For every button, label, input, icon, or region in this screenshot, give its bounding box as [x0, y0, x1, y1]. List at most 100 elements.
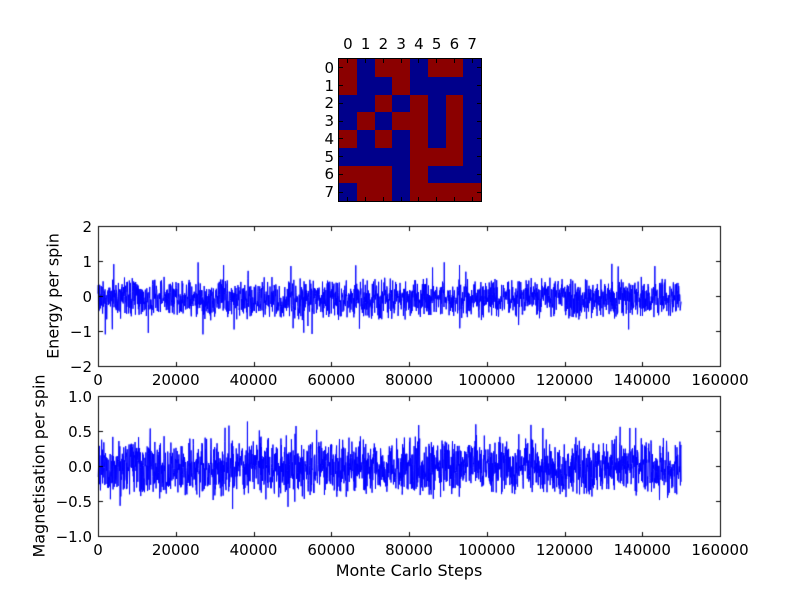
x-tick-label: 140000 — [613, 371, 671, 389]
heatmap-cell-3-0 — [339, 112, 357, 130]
heatmap-cell-2-6 — [445, 94, 464, 113]
heatmap-cell-3-6 — [445, 112, 464, 130]
heatmap-cell-5-0 — [339, 147, 357, 166]
heatmap-cell-4-6 — [445, 130, 464, 148]
heatmap-tick-mark — [418, 59, 420, 63]
x-tick-label: 0 — [93, 371, 103, 389]
x-tick-label: 120000 — [535, 371, 594, 389]
heatmap-cell-6-1 — [356, 165, 375, 184]
heatmap-col-label: 3 — [396, 35, 406, 53]
heatmap-cell-0-3 — [392, 59, 410, 77]
heatmap-tick-mark — [477, 156, 481, 158]
heatmap-row-label: 5 — [324, 147, 334, 166]
heatmap-row-label: 3 — [324, 112, 334, 131]
heatmap-cell-3-4 — [410, 112, 428, 130]
heatmap-tick-mark — [339, 67, 343, 69]
heatmap-tick-mark — [339, 102, 343, 104]
heatmap-tick-mark — [436, 197, 438, 201]
heatmap-cell-4-2 — [374, 130, 393, 148]
heatmap-cell-6-2 — [374, 165, 393, 184]
heatmap-tick-mark — [477, 85, 481, 87]
monte-carlo-steps-xlabel: Monte Carlo Steps — [335, 561, 483, 580]
heatmap-cell-7-2 — [374, 183, 393, 201]
heatmap-tick-mark — [339, 191, 343, 193]
heatmap-tick-mark — [339, 85, 343, 87]
heatmap-row-label: 6 — [324, 165, 334, 184]
x-tick-label: 80000 — [385, 371, 433, 389]
x-tick-label: 40000 — [229, 371, 278, 389]
heatmap-cell-2-5 — [427, 94, 446, 113]
heatmap-cell-1-0 — [339, 76, 357, 95]
heatmap-cell-0-1 — [356, 59, 375, 77]
heatmap-cell-4-7 — [463, 130, 481, 148]
heatmap-tick-mark — [382, 59, 384, 63]
heatmap-cell-3-7 — [463, 112, 481, 130]
heatmap-tick-mark — [339, 120, 343, 122]
x-tick-label: 100000 — [458, 371, 516, 389]
heatmap-cell-0-0 — [339, 59, 357, 77]
heatmap-cell-5-4 — [410, 147, 428, 166]
spin-lattice-heatmap — [338, 58, 482, 202]
heatmap-col-label: 7 — [467, 35, 477, 53]
heatmap-tick-mark — [418, 197, 420, 201]
heatmap-col-label: 5 — [431, 35, 442, 53]
heatmap-cell-0-4 — [410, 59, 428, 77]
heatmap-cell-6-7 — [463, 165, 481, 184]
x-tick-label: 140000 — [613, 541, 671, 559]
heatmap-cell-3-2 — [374, 112, 393, 130]
y-tick-label: −1 — [69, 323, 92, 341]
heatmap-cell-4-5 — [427, 130, 446, 148]
heatmap-tick-mark — [365, 59, 367, 63]
heatmap-cell-1-2 — [374, 76, 393, 95]
heatmap-tick-mark — [477, 191, 481, 193]
heatmap-col-label: 6 — [449, 35, 460, 53]
x-tick-label: 0 — [93, 541, 103, 559]
heatmap-tick-mark — [477, 138, 481, 140]
heatmap-tick-mark — [339, 156, 343, 158]
heatmap-cell-6-0 — [339, 165, 357, 184]
heatmap-cell-0-5 — [427, 59, 446, 77]
heatmap-cell-7-5 — [427, 183, 446, 201]
x-tick-label: 20000 — [151, 541, 200, 559]
heatmap-cell-6-6 — [445, 165, 464, 184]
heatmap-cell-7-7 — [463, 183, 481, 201]
x-tick-label: 40000 — [229, 541, 278, 559]
heatmap-tick-mark — [477, 67, 481, 69]
heatmap-cell-0-2 — [374, 59, 393, 77]
heatmap-tick-mark — [453, 59, 455, 63]
heatmap-tick-mark — [365, 197, 367, 201]
heatmap-cell-1-5 — [427, 76, 446, 95]
x-tick-label: 160000 — [691, 371, 749, 389]
heatmap-cell-1-7 — [463, 76, 481, 95]
heatmap-col-label: 2 — [378, 35, 389, 53]
heatmap-cell-5-7 — [463, 147, 481, 166]
y-tick-label: 1.0 — [68, 388, 92, 406]
heatmap-cell-2-4 — [410, 94, 428, 113]
heatmap-tick-mark — [477, 173, 481, 175]
heatmap-cell-1-6 — [445, 76, 464, 95]
heatmap-cell-4-4 — [410, 130, 428, 148]
heatmap-cell-2-7 — [463, 94, 481, 113]
y-tick-label: 0 — [82, 288, 92, 306]
heatmap-row-label: 7 — [324, 183, 334, 202]
heatmap-cell-7-4 — [410, 183, 428, 201]
x-tick-label: 160000 — [691, 541, 749, 559]
heatmap-cell-7-6 — [445, 183, 464, 201]
heatmap-cell-7-1 — [356, 183, 375, 201]
heatmap-tick-mark — [436, 59, 438, 63]
heatmap-cell-2-1 — [356, 94, 375, 113]
y-tick-label: −0.5 — [55, 493, 92, 511]
heatmap-tick-mark — [471, 197, 473, 201]
heatmap-tick-mark — [400, 59, 402, 63]
heatmap-cell-4-0 — [339, 130, 357, 148]
heatmap-cell-1-3 — [392, 76, 410, 95]
heatmap-cell-1-4 — [410, 76, 428, 95]
heatmap-cell-5-2 — [374, 147, 393, 166]
heatmap-tick-mark — [382, 197, 384, 201]
heatmap-row-label: 4 — [324, 129, 334, 148]
heatmap-cell-5-6 — [445, 147, 464, 166]
heatmap-tick-mark — [339, 138, 343, 140]
heatmap-cell-0-7 — [463, 59, 481, 77]
heatmap-cell-4-3 — [392, 130, 410, 148]
